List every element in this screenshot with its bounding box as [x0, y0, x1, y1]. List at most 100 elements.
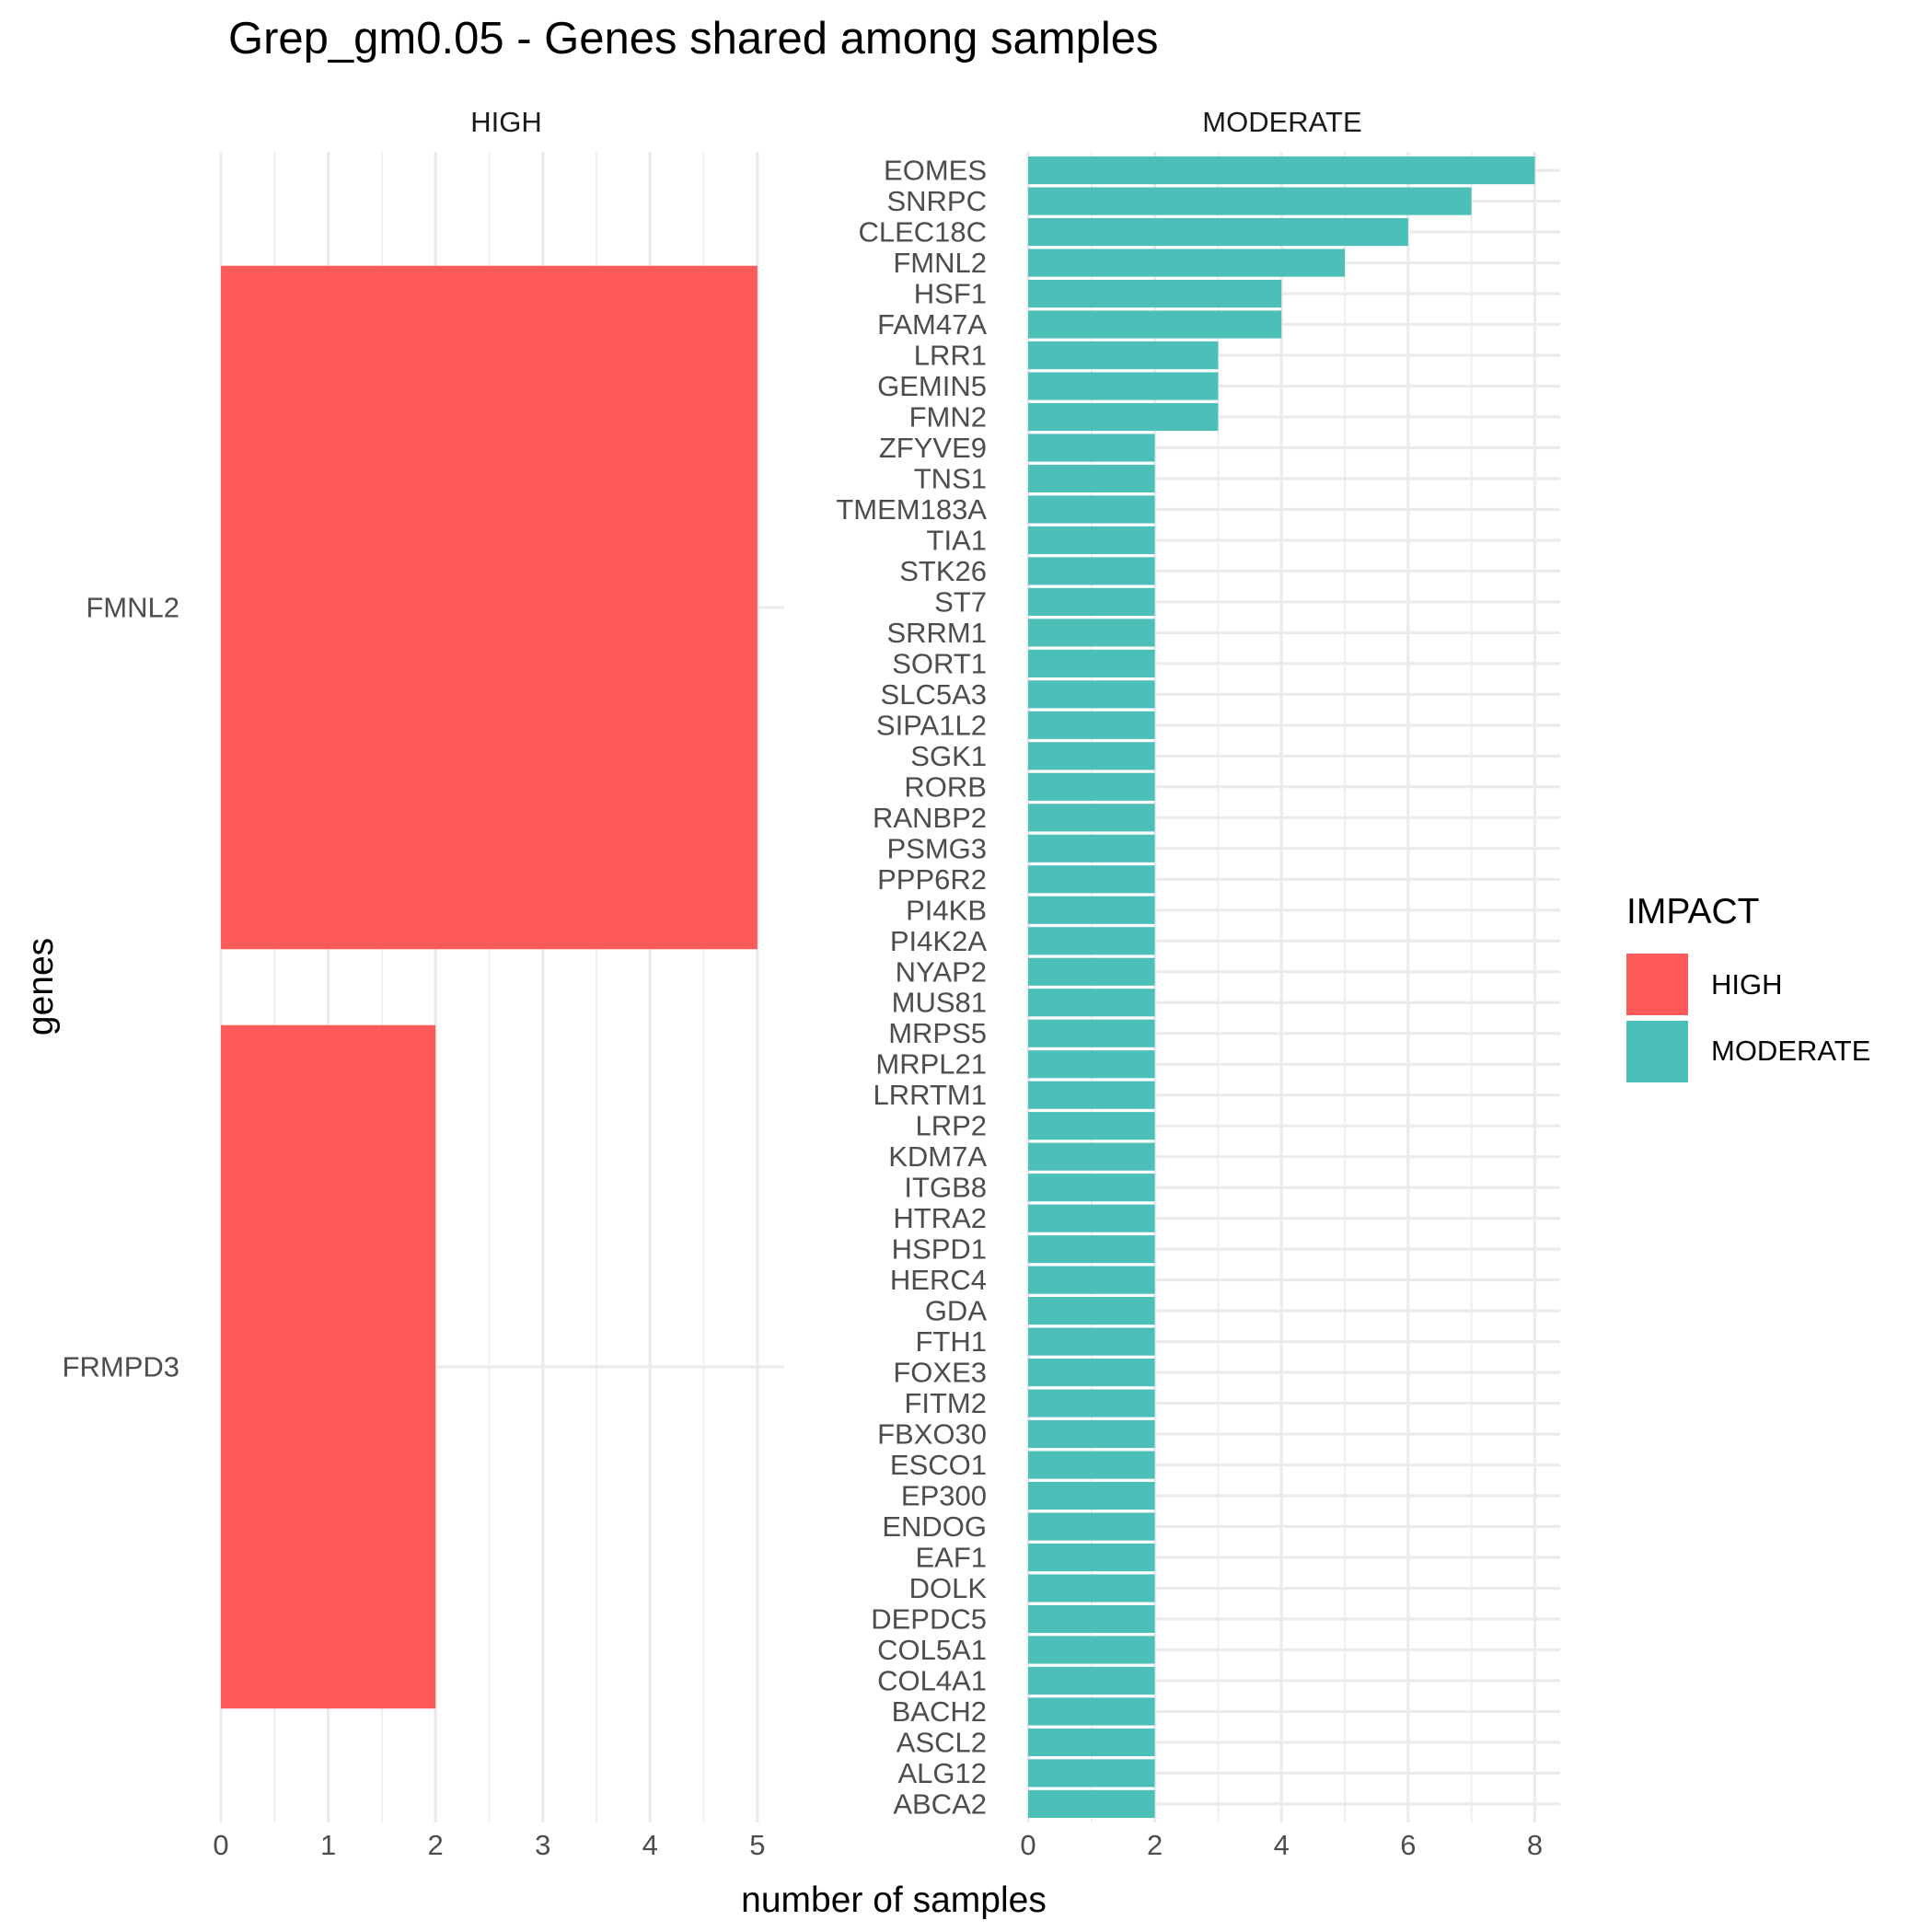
- y-tick-label: NYAP2: [896, 955, 987, 988]
- bar-fmn2: [1028, 402, 1219, 432]
- bar-gda: [1028, 1297, 1155, 1325]
- bar-psmg3: [1028, 834, 1155, 862]
- y-tick-label: CLEC18C: [858, 216, 987, 249]
- bar-depdc5: [1028, 1604, 1155, 1634]
- bar-tmem183a: [1028, 495, 1155, 524]
- x-axis-title: number of samples: [741, 1880, 1047, 1920]
- bar-esco1: [1028, 1451, 1155, 1479]
- bar-pi4k2a: [1028, 927, 1155, 955]
- y-tick-label: SGK1: [910, 740, 987, 772]
- y-tick-label: DOLK: [909, 1572, 988, 1604]
- panel-strip-high: HIGH: [470, 106, 542, 138]
- bar-mus81: [1028, 989, 1155, 1017]
- panel-high: FMNL2 FRMPD3 0 1 2 3 4 5: [63, 152, 784, 1861]
- x-tick-label: 4: [642, 1829, 658, 1861]
- bar-sgk1: [1028, 742, 1155, 770]
- y-tick-label: ENDOG: [882, 1510, 987, 1543]
- y-tick-label: ITGB8: [904, 1172, 987, 1204]
- bar-mrps5: [1028, 1019, 1155, 1047]
- x-tick-label: 1: [320, 1829, 336, 1861]
- y-axis-title: genes: [21, 938, 61, 1035]
- y-tick-label: STK26: [899, 555, 987, 587]
- bar-ppp6r2: [1028, 865, 1155, 894]
- bar-frmpd3: [221, 1024, 436, 1709]
- bar-ranbp2: [1028, 804, 1155, 832]
- bar-herc4: [1028, 1266, 1155, 1294]
- y-tick-label: FMNL2: [86, 592, 179, 624]
- legend-label-high: HIGH: [1711, 968, 1783, 1001]
- x-tick-label: 2: [428, 1829, 444, 1861]
- y-tick-label: KDM7A: [888, 1140, 987, 1173]
- y-tick-label: GEMIN5: [877, 370, 987, 402]
- y-tick-label: GDA: [925, 1295, 988, 1327]
- panel-strip-moderate: MODERATE: [1202, 106, 1361, 138]
- y-tick-label: EOMES: [884, 155, 987, 187]
- y-tick-label: HSPD1: [892, 1233, 987, 1266]
- y-tick-label: TNS1: [914, 462, 987, 494]
- y-tick-label: FMN2: [909, 400, 987, 433]
- y-tick-label: LRP2: [915, 1110, 987, 1142]
- chart-title: Grep_gm0.05 - Genes shared among samples: [228, 14, 1158, 64]
- y-tick-label: SIPA1L2: [876, 709, 987, 741]
- bar-htra2: [1028, 1204, 1155, 1232]
- y-tick-label: MRPL21: [875, 1048, 987, 1081]
- y-tick-label: DEPDC5: [871, 1602, 987, 1635]
- bar-tia1: [1028, 526, 1155, 555]
- x-tick-label: 6: [1400, 1829, 1416, 1861]
- y-tick-label: COL4A1: [877, 1664, 987, 1696]
- y-tick-label: LRR1: [914, 340, 987, 372]
- bar-lrrtm1: [1028, 1081, 1155, 1109]
- x-tick-label: 4: [1274, 1829, 1290, 1861]
- y-tick-label: ZFYVE9: [879, 432, 987, 464]
- bar-abca2: [1028, 1789, 1155, 1818]
- y-tick-label: TIA1: [927, 524, 987, 556]
- y-tick-label: SRRM1: [886, 617, 987, 649]
- bar-fam47a: [1028, 310, 1282, 339]
- y-tick-label: ABCA2: [893, 1787, 987, 1820]
- legend-label-moderate: MODERATE: [1711, 1035, 1870, 1067]
- bar-ep300: [1028, 1481, 1155, 1510]
- bar-col5a1: [1028, 1636, 1155, 1664]
- bar-alg12: [1028, 1759, 1155, 1787]
- bar-st7: [1028, 587, 1155, 616]
- bar-zfyve9: [1028, 434, 1155, 462]
- x-tick-label: 3: [535, 1829, 550, 1861]
- bar-itgb8: [1028, 1174, 1155, 1202]
- bar-nyap2: [1028, 957, 1155, 986]
- y-tick-label: PI4KB: [906, 894, 987, 926]
- y-tick-label: HSF1: [914, 278, 987, 310]
- y-tick-label: FRMPD3: [63, 1351, 179, 1383]
- y-tick-label: BACH2: [892, 1695, 987, 1728]
- bar-sort1: [1028, 649, 1155, 677]
- y-tick-label: FOXE3: [893, 1357, 987, 1389]
- y-tick-label: FITM2: [904, 1387, 987, 1419]
- y-tick-label: FMNL2: [893, 247, 987, 279]
- y-tick-label: HTRA2: [893, 1202, 987, 1234]
- y-tick-label: ALG12: [897, 1757, 987, 1789]
- bar-foxe3: [1028, 1359, 1155, 1387]
- bar-mrpl21: [1028, 1050, 1155, 1079]
- y-tick-label: HERC4: [890, 1264, 987, 1296]
- bar-lrp2: [1028, 1112, 1155, 1140]
- y-tick-label: RORB: [904, 770, 987, 803]
- y-tick-label: PSMG3: [886, 832, 987, 864]
- bar-fbxo30: [1028, 1419, 1155, 1449]
- x-tick-label: 0: [213, 1829, 228, 1861]
- y-tick-label: ST7: [934, 585, 987, 618]
- y-tick-label: COL5A1: [877, 1634, 987, 1666]
- bar-fth1: [1028, 1327, 1155, 1356]
- y-tick-label: FAM47A: [877, 308, 987, 341]
- x-tick-label: 2: [1147, 1829, 1163, 1861]
- legend-title: IMPACT: [1626, 892, 1759, 931]
- x-tick-label: 0: [1020, 1829, 1035, 1861]
- y-tick-label: FTH1: [916, 1325, 988, 1358]
- bar-hspd1: [1028, 1235, 1155, 1264]
- bar-dolk: [1028, 1574, 1155, 1602]
- bar-srrm1: [1028, 619, 1155, 647]
- y-tick-label: RANBP2: [873, 802, 987, 834]
- x-tick-label: 5: [749, 1829, 765, 1861]
- y-tick-label: FBXO30: [877, 1418, 987, 1451]
- bar-endog: [1028, 1512, 1155, 1541]
- y-tick-label: EAF1: [915, 1542, 987, 1574]
